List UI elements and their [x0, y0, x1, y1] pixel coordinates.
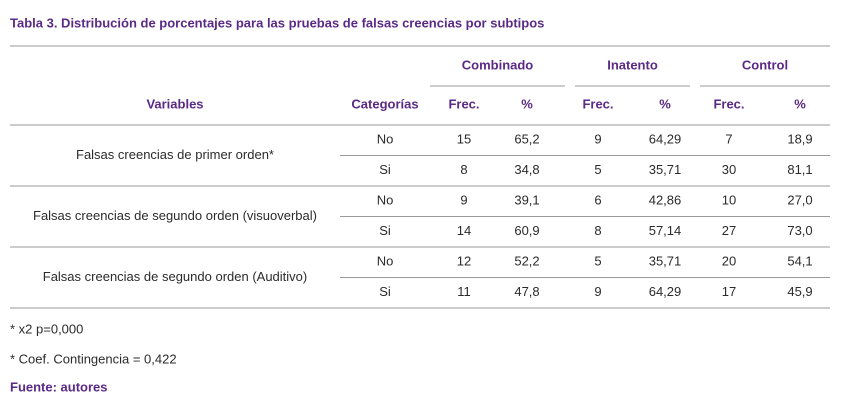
group-header: Inatento [607, 57, 658, 72]
cell-value: 73,0 [787, 223, 812, 238]
variable-label: Falsas creencias de segundo orden (visuo… [33, 208, 317, 223]
column-header: Frec. [713, 96, 744, 111]
cell-value: 27 [722, 223, 736, 238]
cell-value: 9 [594, 284, 601, 299]
cell-value: 7 [725, 132, 732, 147]
cell-value: 42,86 [649, 193, 682, 208]
cell-value: 65,2 [514, 132, 539, 147]
cell-value: 8 [460, 162, 467, 177]
column-header: % [521, 96, 533, 111]
cell-value: 30 [722, 162, 736, 177]
column-header: Categorías [351, 96, 418, 111]
cell-value: 35,71 [649, 254, 682, 269]
cell-value: 34,8 [514, 162, 539, 177]
column-header: Frec. [582, 96, 613, 111]
cell-value: 57,14 [649, 223, 682, 238]
cell-value: 54,1 [787, 254, 812, 269]
group-header: Control [742, 57, 788, 72]
category: No [377, 132, 394, 147]
cell-value: 27,0 [787, 193, 812, 208]
column-header: % [794, 96, 806, 111]
variable-label: Falsas creencias de segundo orden (Audit… [43, 269, 307, 284]
cell-value: 52,2 [514, 254, 539, 269]
cell-value: 64,29 [649, 132, 682, 147]
cell-value: 9 [460, 193, 467, 208]
category: Si [379, 284, 391, 299]
cell-value: 47,8 [514, 284, 539, 299]
category: No [377, 193, 394, 208]
variable-label: Falsas creencias de primer orden* [76, 147, 274, 162]
category: Si [379, 223, 391, 238]
column-header: % [659, 96, 671, 111]
cell-value: 81,1 [787, 162, 812, 177]
cell-value: 12 [457, 254, 471, 269]
cell-value: 18,9 [787, 132, 812, 147]
cell-value: 45,9 [787, 284, 812, 299]
category: Si [379, 162, 391, 177]
cell-value: 5 [594, 162, 601, 177]
cell-value: 60,9 [514, 223, 539, 238]
column-header: Variables [146, 96, 203, 111]
cell-value: 9 [594, 132, 601, 147]
note: * x2 p=0,000 [10, 321, 83, 336]
cell-value: 10 [722, 193, 736, 208]
cell-value: 8 [594, 223, 601, 238]
note: * Coef. Contingencia = 0,422 [10, 351, 177, 366]
cell-value: 6 [594, 193, 601, 208]
cell-value: 14 [457, 223, 471, 238]
cell-value: 17 [722, 284, 736, 299]
column-header: Frec. [448, 96, 479, 111]
cell-value: 39,1 [514, 193, 539, 208]
group-header: Combinado [462, 57, 534, 72]
category: No [377, 254, 394, 269]
source: Fuente: autores [10, 379, 108, 394]
cell-value: 20 [722, 254, 736, 269]
cell-value: 35,71 [649, 162, 682, 177]
cell-value: 64,29 [649, 284, 682, 299]
cell-value: 15 [457, 132, 471, 147]
cell-value: 11 [457, 284, 471, 299]
cell-value: 5 [594, 254, 601, 269]
table-title: Tabla 3. Distribución de porcentajes par… [10, 15, 544, 30]
